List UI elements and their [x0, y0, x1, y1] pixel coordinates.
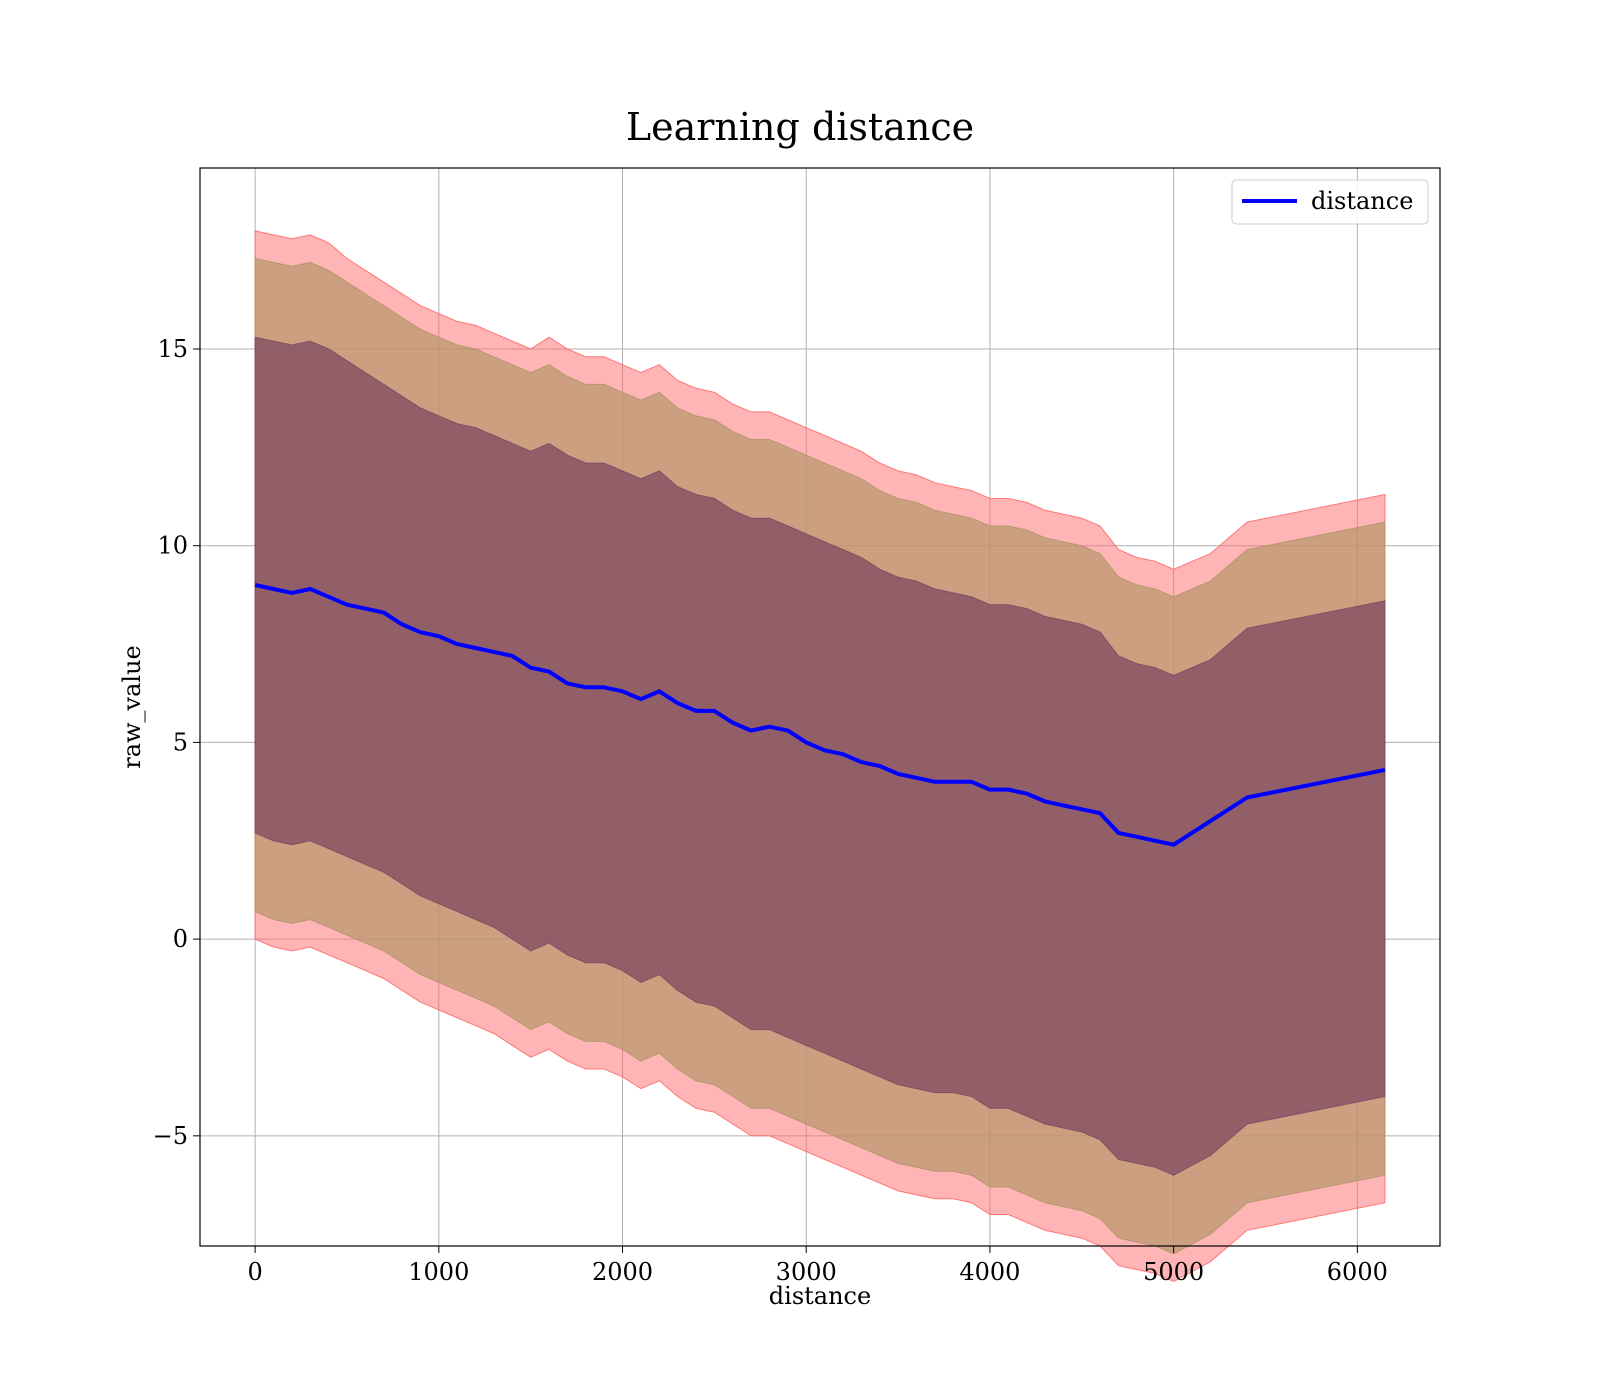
- chart-title: Learning distance: [626, 105, 974, 149]
- legend-box: [1231, 179, 1429, 225]
- y-tick-label: 0: [173, 925, 188, 953]
- confidence-bands: [254, 230, 1386, 1282]
- x-axis-ticks: 0 1000 2000 3000 4000 5000 6000: [247, 1246, 1388, 1286]
- y-axis-label: raw_value: [118, 645, 146, 769]
- y-tick-label: −5: [153, 1122, 188, 1150]
- x-axis-label: distance: [769, 1282, 871, 1310]
- x-tick-label: 4000: [959, 1258, 1020, 1286]
- y-tick-label: 10: [157, 532, 188, 560]
- series-lines: [254, 583, 1386, 847]
- x-tick-label: 3000: [776, 1258, 837, 1286]
- legend: distance: [1231, 179, 1429, 225]
- y-tick-label: 15: [157, 335, 188, 363]
- y-axis-ticks: −5 0 5 10 15: [153, 335, 200, 1150]
- x-tick-label: 6000: [1327, 1258, 1388, 1286]
- confidence-band-3: [254, 336, 1386, 1176]
- x-tick-label: 2000: [592, 1258, 653, 1286]
- plot-frame: [199, 167, 1441, 1247]
- x-tick-label: 5000: [1143, 1258, 1204, 1286]
- x-tick-label: 0: [247, 1258, 262, 1286]
- legend-label-distance: distance: [1311, 187, 1413, 215]
- x-tick-label: 1000: [408, 1258, 469, 1286]
- series-line-distance: [254, 583, 1386, 847]
- y-tick-label: 5: [173, 728, 188, 756]
